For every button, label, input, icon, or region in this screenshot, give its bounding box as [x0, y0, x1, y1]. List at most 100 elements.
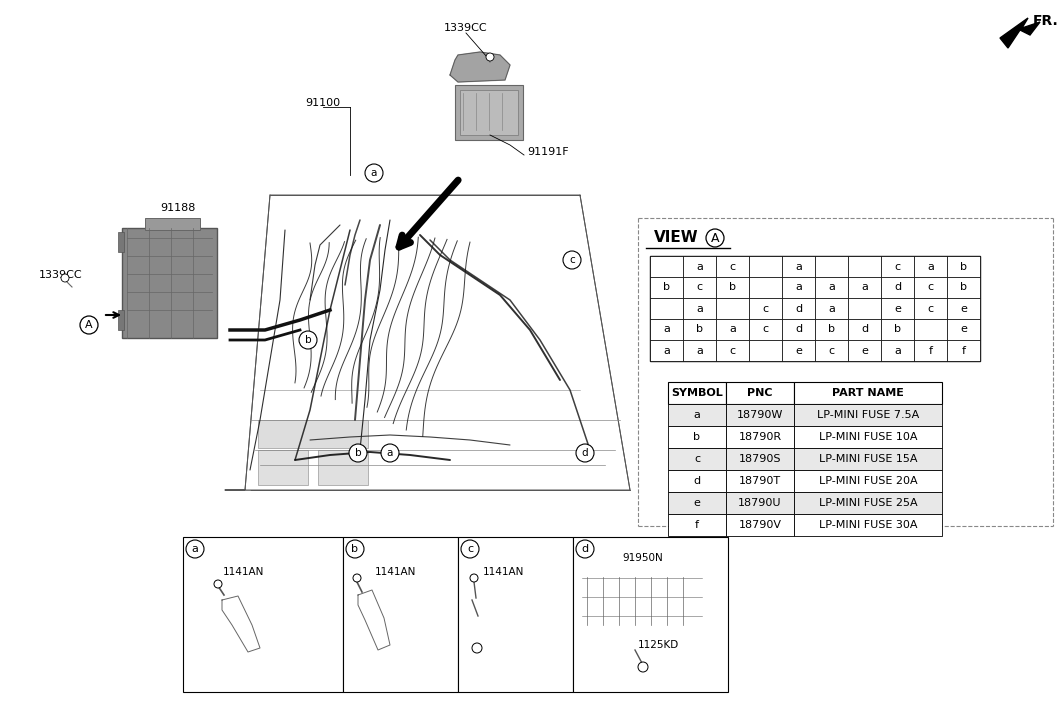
Bar: [684, 256, 716, 277]
Bar: [716, 298, 749, 319]
Text: d: d: [894, 283, 901, 292]
Bar: [749, 277, 782, 298]
Bar: [848, 340, 881, 361]
Bar: [782, 319, 815, 340]
Text: a: a: [693, 410, 701, 420]
Text: e: e: [795, 345, 802, 356]
Text: LP-MINI FUSE 20A: LP-MINI FUSE 20A: [819, 476, 917, 486]
Text: 91188: 91188: [161, 203, 196, 213]
Bar: [794, 382, 942, 404]
Bar: [914, 319, 947, 340]
Circle shape: [461, 540, 479, 558]
Text: c: c: [696, 283, 703, 292]
Circle shape: [353, 574, 361, 582]
Text: 1141AN: 1141AN: [483, 567, 524, 577]
Bar: [716, 256, 749, 277]
Text: a: a: [371, 168, 377, 178]
Circle shape: [576, 540, 594, 558]
Circle shape: [80, 316, 98, 334]
Text: VIEW: VIEW: [654, 230, 698, 246]
Bar: [815, 340, 848, 361]
Bar: [183, 537, 343, 692]
Text: 18790S: 18790S: [739, 454, 781, 464]
Text: c: c: [729, 262, 736, 271]
Bar: [716, 340, 749, 361]
Bar: [460, 90, 518, 135]
Bar: [458, 537, 573, 692]
Bar: [258, 420, 368, 448]
Text: e: e: [960, 303, 967, 313]
Bar: [848, 298, 881, 319]
Bar: [455, 85, 523, 140]
Text: f: f: [962, 345, 965, 356]
Bar: [649, 340, 684, 361]
Circle shape: [486, 53, 494, 61]
Text: e: e: [894, 303, 901, 313]
Text: LP-MINI FUSE 7.5A: LP-MINI FUSE 7.5A: [816, 410, 919, 420]
Polygon shape: [222, 596, 260, 652]
Bar: [668, 404, 726, 426]
Text: 1339CC: 1339CC: [444, 23, 488, 33]
Bar: [794, 514, 942, 536]
Bar: [726, 514, 794, 536]
Text: PNC: PNC: [747, 388, 773, 398]
Bar: [848, 277, 881, 298]
Text: c: c: [828, 345, 834, 356]
Text: b: b: [960, 283, 967, 292]
Text: b: b: [355, 448, 361, 458]
Text: d: d: [795, 303, 803, 313]
Text: d: d: [581, 448, 588, 458]
Text: c: c: [762, 303, 769, 313]
Bar: [668, 448, 726, 470]
Bar: [726, 382, 794, 404]
Bar: [684, 319, 716, 340]
Bar: [947, 340, 980, 361]
Text: 18790W: 18790W: [737, 410, 783, 420]
Text: a: a: [663, 345, 670, 356]
Bar: [668, 492, 726, 514]
Text: a: a: [795, 262, 802, 271]
Bar: [881, 319, 914, 340]
Circle shape: [349, 444, 367, 462]
Circle shape: [381, 444, 399, 462]
Text: 18790R: 18790R: [739, 432, 781, 442]
Circle shape: [472, 643, 482, 653]
Text: c: c: [467, 544, 473, 554]
Bar: [782, 340, 815, 361]
Text: 18790V: 18790V: [739, 520, 781, 530]
Text: a: a: [696, 262, 703, 271]
Bar: [749, 298, 782, 319]
Bar: [649, 256, 684, 277]
Bar: [881, 298, 914, 319]
Circle shape: [299, 331, 317, 349]
Bar: [947, 319, 980, 340]
Text: 1141AN: 1141AN: [223, 567, 265, 577]
Bar: [470, 618, 484, 640]
Polygon shape: [1000, 18, 1040, 48]
Text: a: a: [696, 345, 703, 356]
Text: f: f: [928, 345, 932, 356]
Text: b: b: [729, 283, 736, 292]
Bar: [914, 277, 947, 298]
Text: b: b: [960, 262, 967, 271]
Bar: [794, 426, 942, 448]
Bar: [848, 319, 881, 340]
Text: LP-MINI FUSE 10A: LP-MINI FUSE 10A: [819, 432, 917, 442]
Text: b: b: [894, 324, 901, 334]
Text: 18790U: 18790U: [738, 498, 781, 508]
Bar: [118, 310, 124, 330]
Circle shape: [576, 444, 594, 462]
Text: c: c: [762, 324, 769, 334]
Circle shape: [61, 274, 69, 282]
Text: f: f: [695, 520, 699, 530]
Bar: [258, 450, 308, 485]
Text: a: a: [927, 262, 934, 271]
Bar: [782, 256, 815, 277]
Text: c: c: [927, 283, 933, 292]
Bar: [794, 492, 942, 514]
Text: a: a: [861, 283, 867, 292]
Bar: [815, 256, 848, 277]
Bar: [726, 470, 794, 492]
Text: b: b: [828, 324, 836, 334]
Circle shape: [638, 662, 648, 672]
